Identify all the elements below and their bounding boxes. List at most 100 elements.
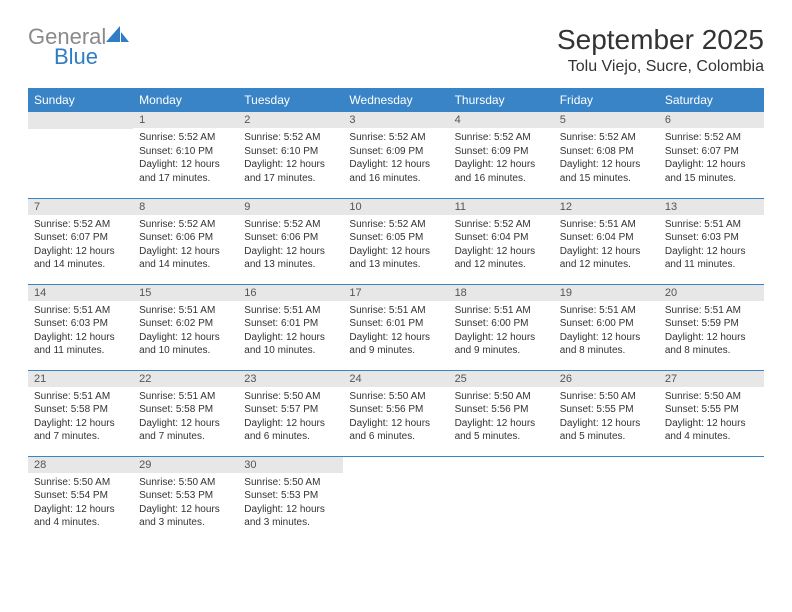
day-body: Sunrise: 5:52 AMSunset: 6:06 PMDaylight:… <box>238 215 343 276</box>
calendar-cell: 26Sunrise: 5:50 AMSunset: 5:55 PMDayligh… <box>554 370 659 456</box>
day-body: Sunrise: 5:51 AMSunset: 6:00 PMDaylight:… <box>554 301 659 362</box>
daylight-text: Daylight: 12 hours and 16 minutes. <box>455 158 548 185</box>
calendar-cell: 10Sunrise: 5:52 AMSunset: 6:05 PMDayligh… <box>343 198 448 284</box>
calendar-cell: 1Sunrise: 5:52 AMSunset: 6:10 PMDaylight… <box>133 112 238 198</box>
sunset-text: Sunset: 6:01 PM <box>244 317 337 331</box>
sunset-text: Sunset: 6:06 PM <box>139 231 232 245</box>
sunrise-text: Sunrise: 5:51 AM <box>34 304 127 318</box>
sunset-text: Sunset: 6:09 PM <box>349 145 442 159</box>
daylight-text: Daylight: 12 hours and 11 minutes. <box>34 331 127 358</box>
empty-day-strip <box>28 112 133 129</box>
day-body: Sunrise: 5:52 AMSunset: 6:09 PMDaylight:… <box>449 128 554 189</box>
day-body: Sunrise: 5:50 AMSunset: 5:56 PMDaylight:… <box>449 387 554 448</box>
calendar-page: General Blue September 2025 Tolu Viejo, … <box>0 0 792 562</box>
calendar-cell <box>343 456 448 542</box>
day-body: Sunrise: 5:52 AMSunset: 6:05 PMDaylight:… <box>343 215 448 276</box>
logo-sail-icon <box>106 24 130 48</box>
calendar-cell: 29Sunrise: 5:50 AMSunset: 5:53 PMDayligh… <box>133 456 238 542</box>
daylight-text: Daylight: 12 hours and 14 minutes. <box>139 245 232 272</box>
day-body: Sunrise: 5:52 AMSunset: 6:06 PMDaylight:… <box>133 215 238 276</box>
sunrise-text: Sunrise: 5:50 AM <box>139 476 232 490</box>
sunrise-text: Sunrise: 5:50 AM <box>244 390 337 404</box>
day-number: 20 <box>659 285 764 301</box>
calendar-cell: 15Sunrise: 5:51 AMSunset: 6:02 PMDayligh… <box>133 284 238 370</box>
sunrise-text: Sunrise: 5:51 AM <box>244 304 337 318</box>
sunrise-text: Sunrise: 5:51 AM <box>560 304 653 318</box>
day-number: 28 <box>28 457 133 473</box>
sunset-text: Sunset: 5:56 PM <box>349 403 442 417</box>
day-number: 30 <box>238 457 343 473</box>
day-number: 18 <box>449 285 554 301</box>
day-body: Sunrise: 5:52 AMSunset: 6:10 PMDaylight:… <box>238 128 343 189</box>
daylight-text: Daylight: 12 hours and 5 minutes. <box>560 417 653 444</box>
day-number: 2 <box>238 112 343 128</box>
day-body: Sunrise: 5:50 AMSunset: 5:53 PMDaylight:… <box>238 473 343 534</box>
daylight-text: Daylight: 12 hours and 11 minutes. <box>665 245 758 272</box>
sunrise-text: Sunrise: 5:51 AM <box>34 390 127 404</box>
sunset-text: Sunset: 6:07 PM <box>665 145 758 159</box>
sunset-text: Sunset: 6:01 PM <box>349 317 442 331</box>
day-body: Sunrise: 5:51 AMSunset: 6:00 PMDaylight:… <box>449 301 554 362</box>
day-body: Sunrise: 5:50 AMSunset: 5:55 PMDaylight:… <box>554 387 659 448</box>
day-number: 25 <box>449 371 554 387</box>
day-number: 10 <box>343 199 448 215</box>
sunset-text: Sunset: 6:03 PM <box>34 317 127 331</box>
daylight-text: Daylight: 12 hours and 9 minutes. <box>349 331 442 358</box>
daylight-text: Daylight: 12 hours and 3 minutes. <box>139 503 232 530</box>
day-number: 27 <box>659 371 764 387</box>
calendar-cell: 7 Sunrise: 5:52 AMSunset: 6:07 PMDaylight… <box>28 198 133 284</box>
day-number: 22 <box>133 371 238 387</box>
weekday-header: Friday <box>554 88 659 112</box>
daylight-text: Daylight: 12 hours and 4 minutes. <box>34 503 127 530</box>
sunset-text: Sunset: 5:58 PM <box>139 403 232 417</box>
sunrise-text: Sunrise: 5:52 AM <box>560 131 653 145</box>
calendar-cell <box>28 112 133 198</box>
sunrise-text: Sunrise: 5:50 AM <box>455 390 548 404</box>
day-number: 8 <box>133 199 238 215</box>
weekday-header: Tuesday <box>238 88 343 112</box>
sunrise-text: Sunrise: 5:52 AM <box>244 218 337 232</box>
calendar-cell: 3Sunrise: 5:52 AMSunset: 6:09 PMDaylight… <box>343 112 448 198</box>
day-body: Sunrise: 5:50 AMSunset: 5:56 PMDaylight:… <box>343 387 448 448</box>
daylight-text: Daylight: 12 hours and 13 minutes. <box>244 245 337 272</box>
calendar-cell: 19Sunrise: 5:51 AMSunset: 6:00 PMDayligh… <box>554 284 659 370</box>
sunset-text: Sunset: 5:53 PM <box>139 489 232 503</box>
calendar-cell: 27Sunrise: 5:50 AMSunset: 5:55 PMDayligh… <box>659 370 764 456</box>
calendar-week: 1Sunrise: 5:52 AMSunset: 6:10 PMDaylight… <box>28 112 764 198</box>
daylight-text: Daylight: 12 hours and 10 minutes. <box>139 331 232 358</box>
day-number: 14 <box>28 285 133 301</box>
day-number: 16 <box>238 285 343 301</box>
day-body: Sunrise: 5:50 AMSunset: 5:53 PMDaylight:… <box>133 473 238 534</box>
calendar-cell: 20Sunrise: 5:51 AMSunset: 5:59 PMDayligh… <box>659 284 764 370</box>
day-body: Sunrise: 5:51 AMSunset: 5:59 PMDaylight:… <box>659 301 764 362</box>
day-body: Sunrise: 5:51 AMSunset: 6:01 PMDaylight:… <box>343 301 448 362</box>
day-number: 4 <box>449 112 554 128</box>
calendar-cell: 18Sunrise: 5:51 AMSunset: 6:00 PMDayligh… <box>449 284 554 370</box>
daylight-text: Daylight: 12 hours and 9 minutes. <box>455 331 548 358</box>
daylight-text: Daylight: 12 hours and 8 minutes. <box>560 331 653 358</box>
calendar-week: 14Sunrise: 5:51 AMSunset: 6:03 PMDayligh… <box>28 284 764 370</box>
logo: General Blue <box>28 24 130 68</box>
weekday-header: Saturday <box>659 88 764 112</box>
calendar-cell: 28Sunrise: 5:50 AMSunset: 5:54 PMDayligh… <box>28 456 133 542</box>
day-number: 1 <box>133 112 238 128</box>
sunset-text: Sunset: 6:10 PM <box>139 145 232 159</box>
day-number: 7 <box>28 199 133 215</box>
day-body: Sunrise: 5:50 AMSunset: 5:54 PMDaylight:… <box>28 473 133 534</box>
calendar-cell <box>554 456 659 542</box>
daylight-text: Daylight: 12 hours and 14 minutes. <box>34 245 127 272</box>
sunrise-text: Sunrise: 5:52 AM <box>34 218 127 232</box>
sunrise-text: Sunrise: 5:51 AM <box>455 304 548 318</box>
weekday-header: Thursday <box>449 88 554 112</box>
day-number: 17 <box>343 285 448 301</box>
day-body: Sunrise: 5:51 AMSunset: 6:02 PMDaylight:… <box>133 301 238 362</box>
day-body: Sunrise: 5:51 AMSunset: 6:04 PMDaylight:… <box>554 215 659 276</box>
sunrise-text: Sunrise: 5:51 AM <box>139 390 232 404</box>
sunrise-text: Sunrise: 5:50 AM <box>560 390 653 404</box>
sunset-text: Sunset: 6:04 PM <box>560 231 653 245</box>
daylight-text: Daylight: 12 hours and 8 minutes. <box>665 331 758 358</box>
calendar-cell: 9Sunrise: 5:52 AMSunset: 6:06 PMDaylight… <box>238 198 343 284</box>
sunset-text: Sunset: 6:06 PM <box>244 231 337 245</box>
sunset-text: Sunset: 6:07 PM <box>34 231 127 245</box>
daylight-text: Daylight: 12 hours and 5 minutes. <box>455 417 548 444</box>
